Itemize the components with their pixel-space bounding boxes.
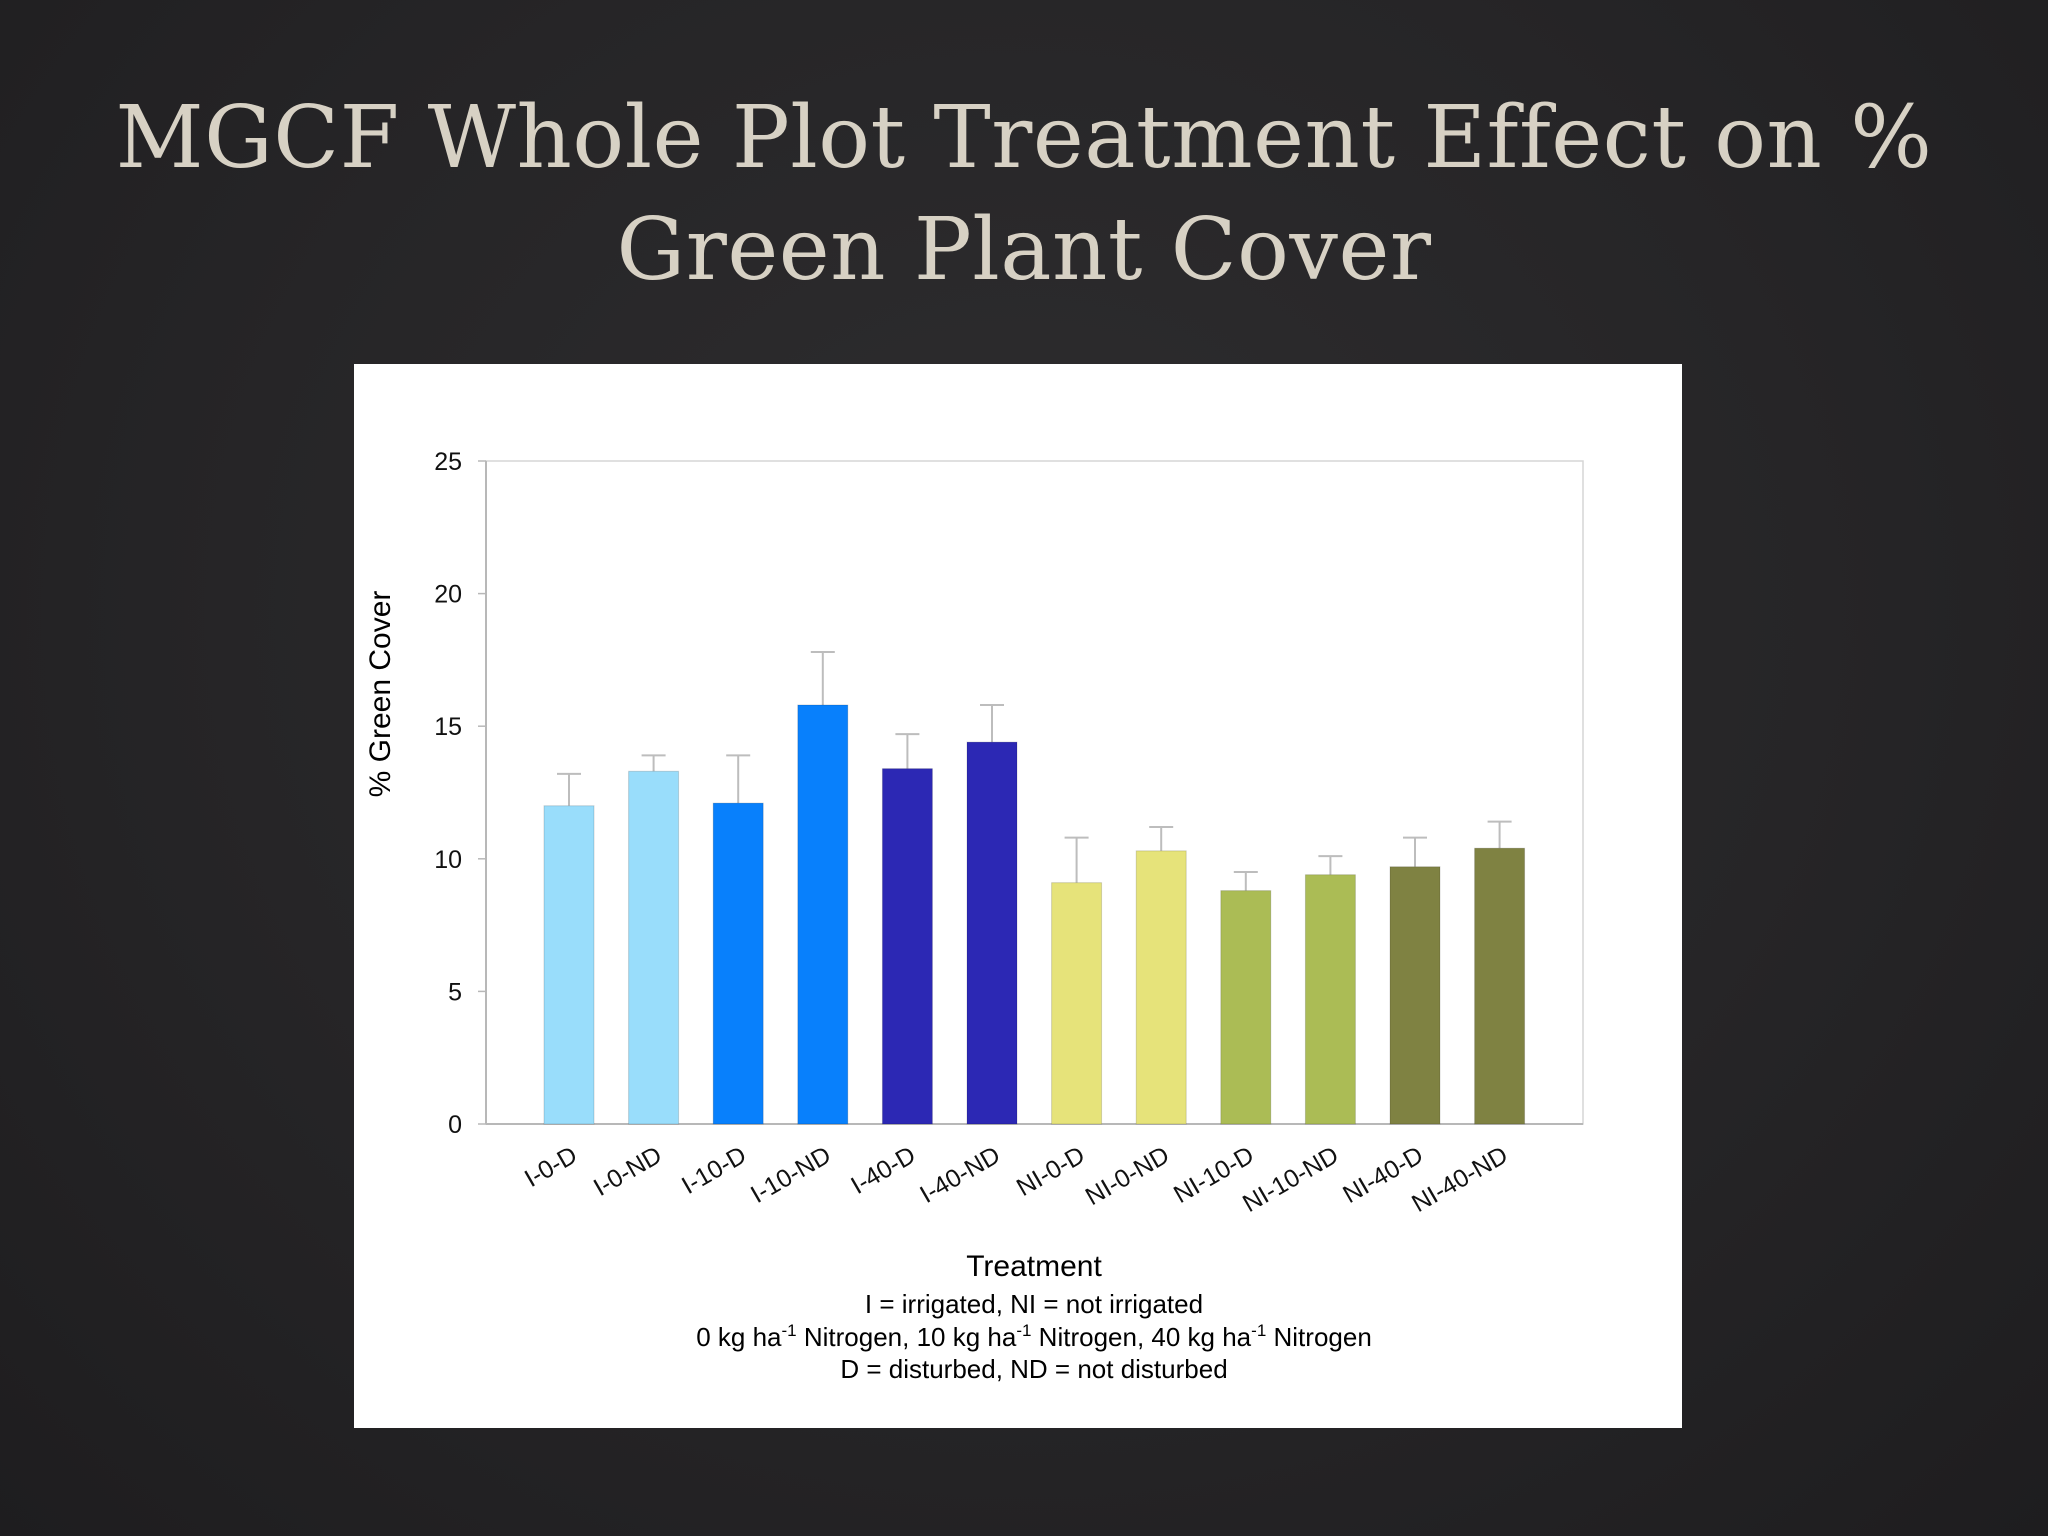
x-axis-title: Treatment bbox=[966, 1250, 1102, 1283]
chart-panel: 0 5 10 15 20 25 I-0-D I-0-ND I-10-D I-10-ND I-40-… bbox=[354, 364, 1682, 1428]
y-axis-title: % Green Cover bbox=[364, 591, 397, 798]
slide-title-line-2: Green Plant Cover bbox=[616, 200, 1432, 300]
bar-ni-10-d bbox=[1220, 890, 1272, 1125]
bar-ni-10-nd bbox=[1304, 874, 1356, 1125]
y-tick-label: 20 bbox=[434, 581, 462, 609]
note-text-segment: Nitrogen bbox=[1266, 1322, 1372, 1352]
y-tick-label: 0 bbox=[448, 1111, 462, 1139]
bar-ni-40-nd bbox=[1474, 847, 1526, 1125]
legend-note-irrigation: I = irrigated, NI = not irrigated bbox=[865, 1289, 1203, 1319]
slide-title-line-1: MGCF Whole Plot Treatment Effect on % bbox=[115, 88, 1933, 188]
legend-note-disturbance: D = disturbed, ND = not disturbed bbox=[840, 1354, 1227, 1384]
bar-i-0-nd bbox=[628, 770, 680, 1125]
bar-ni-40-d bbox=[1389, 866, 1441, 1125]
y-axis-ticks: 0 5 10 15 20 25 bbox=[434, 448, 486, 1139]
y-tick-label: 25 bbox=[434, 448, 462, 476]
note-text-segment: Nitrogen, 10 kg ha bbox=[797, 1322, 1017, 1352]
x-tick-label: NI-40-ND bbox=[1407, 1141, 1512, 1218]
x-tick-label: I-40-D bbox=[846, 1141, 920, 1200]
x-tick-label: NI-0-ND bbox=[1081, 1141, 1174, 1211]
y-tick-label: 5 bbox=[448, 978, 462, 1006]
note-text-segment: Nitrogen, 40 kg ha bbox=[1031, 1322, 1251, 1352]
x-tick-label: I-0-ND bbox=[589, 1141, 667, 1202]
x-tick-label: I-0-D bbox=[520, 1141, 582, 1193]
x-tick-label: I-40-ND bbox=[915, 1141, 1005, 1209]
x-axis-ticks: I-0-D I-0-ND I-10-DI-10-ND I-40-DI-40-ND NI-… bbox=[520, 1141, 1513, 1218]
bar-i-40-nd bbox=[966, 741, 1018, 1125]
bar-i-0-d bbox=[543, 805, 595, 1125]
x-tick-label: I-10-ND bbox=[746, 1141, 836, 1209]
bar-ni-0-nd bbox=[1135, 850, 1187, 1125]
unit-superscript: -1 bbox=[1251, 1321, 1266, 1340]
bar-i-10-d bbox=[712, 802, 764, 1125]
legend-note-nitrogen: 0 kg ha-1 Nitrogen, 10 kg ha-1 Nitrogen,… bbox=[696, 1321, 1372, 1352]
error-bars bbox=[557, 650, 1512, 891]
bars bbox=[543, 704, 1526, 1125]
bar-ni-0-d bbox=[1051, 882, 1103, 1125]
slide-title: MGCF Whole Plot Treatment Effect on % Gr… bbox=[0, 82, 2048, 306]
bar-i-10-nd bbox=[797, 704, 849, 1125]
y-tick-label: 15 bbox=[434, 713, 462, 741]
note-text-segment: 0 kg ha bbox=[696, 1322, 782, 1352]
x-tick-label: NI-10-ND bbox=[1238, 1141, 1343, 1218]
x-tick-label: I-10-D bbox=[677, 1141, 751, 1200]
y-tick-label: 10 bbox=[434, 846, 462, 874]
unit-superscript: -1 bbox=[782, 1321, 797, 1340]
unit-superscript: -1 bbox=[1016, 1321, 1031, 1340]
bar-i-40-d bbox=[881, 768, 933, 1125]
x-tick-label: NI-0-D bbox=[1012, 1141, 1090, 1202]
